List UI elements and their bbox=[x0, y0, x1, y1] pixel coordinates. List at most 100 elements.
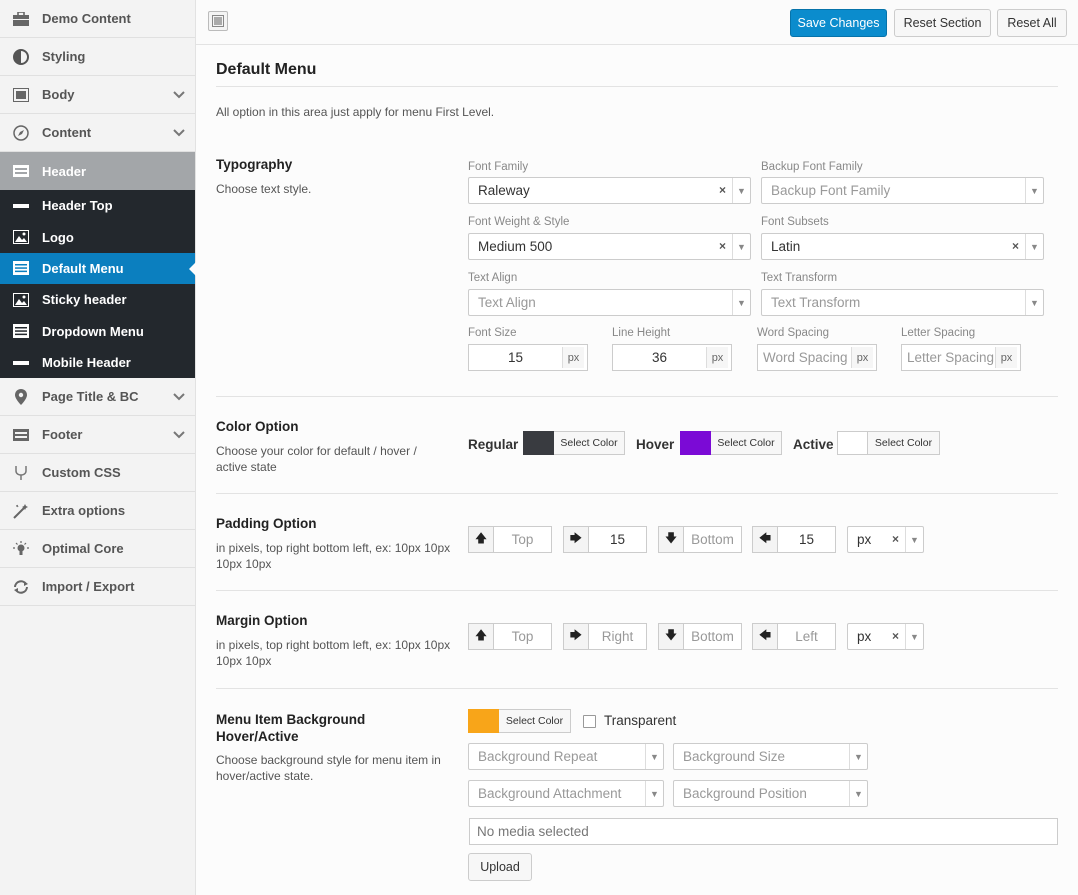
media-url-field[interactable]: No media selected bbox=[469, 818, 1058, 845]
text-align-select[interactable]: Text Align ▼ bbox=[468, 289, 751, 316]
text-transform-label: Text Transform bbox=[761, 272, 838, 284]
sidebar-item-demo-content[interactable]: Demo Content bbox=[0, 0, 195, 38]
clear-icon[interactable]: × bbox=[1011, 239, 1019, 253]
regular-color-swatch[interactable] bbox=[523, 431, 554, 455]
padding-unit-select[interactable]: px × ▼ bbox=[847, 526, 924, 553]
line-height-value: 36 bbox=[651, 350, 668, 365]
padding-left-input[interactable]: 🡄 15 bbox=[752, 526, 836, 553]
sidebar-subitem-header-top[interactable]: Header Top bbox=[0, 190, 195, 222]
padding-top-input[interactable]: 🡅 Top bbox=[468, 526, 552, 553]
dropdown-arrow-icon[interactable]: ▼ bbox=[1025, 234, 1043, 259]
clear-icon[interactable]: × bbox=[718, 239, 726, 253]
dropdown-arrow-icon[interactable]: ▼ bbox=[732, 290, 750, 315]
menu-bg-select-color-button[interactable]: Select Color bbox=[499, 709, 571, 733]
active-select-color-button[interactable]: Select Color bbox=[868, 431, 940, 455]
sidebar-item-optimal-core[interactable]: Optimal Core bbox=[0, 530, 195, 569]
background-size-placeholder: Background Size bbox=[683, 749, 786, 764]
backup-font-select[interactable]: Backup Font Family ▼ bbox=[761, 177, 1044, 204]
word-spacing-input[interactable]: Word Spacing px bbox=[757, 344, 877, 371]
unit-label: px bbox=[562, 347, 584, 368]
dropdown-arrow-icon[interactable]: ▼ bbox=[645, 744, 663, 769]
dropdown-arrow-icon[interactable]: ▼ bbox=[905, 624, 923, 649]
text-transform-select[interactable]: Text Transform ▼ bbox=[761, 289, 1044, 316]
sidebar-subitem-label: Logo bbox=[42, 229, 74, 245]
clear-icon[interactable]: × bbox=[718, 183, 726, 197]
sidebar-item-label: Extra options bbox=[42, 503, 126, 519]
dropdown-arrow-icon[interactable]: ▼ bbox=[1025, 178, 1043, 203]
chevron-down-icon[interactable] bbox=[173, 427, 185, 442]
dropdown-arrow-icon[interactable]: ▼ bbox=[732, 234, 750, 259]
chevron-down-icon[interactable] bbox=[173, 125, 185, 140]
sidebar-subitem-label: Mobile Header bbox=[42, 355, 131, 371]
dropdown-arrow-icon[interactable]: ▼ bbox=[905, 527, 923, 552]
upload-button[interactable]: Upload bbox=[468, 853, 532, 881]
margin-top-input[interactable]: 🡅 Top bbox=[468, 623, 552, 650]
chevron-down-icon[interactable] bbox=[173, 87, 185, 102]
font-subsets-value: Latin bbox=[771, 239, 801, 254]
line-height-input[interactable]: 36 px bbox=[612, 344, 732, 371]
sidebar-item-custom-css[interactable]: Custom CSS bbox=[0, 454, 195, 493]
sidebar-item-styling[interactable]: Styling bbox=[0, 38, 195, 76]
reset-all-button[interactable]: Reset All bbox=[997, 9, 1067, 37]
margin-bottom-input[interactable]: 🡇 Bottom bbox=[658, 623, 742, 650]
sidebar-item-page-title[interactable]: Page Title & BC bbox=[0, 378, 195, 417]
typography-desc: Choose text style. bbox=[216, 182, 312, 196]
font-family-select[interactable]: Raleway × ▼ bbox=[468, 177, 751, 204]
margin-left-input[interactable]: 🡄 Left bbox=[752, 623, 836, 650]
sidebar-item-label: Body bbox=[42, 87, 75, 102]
sidebar-subitem-mobile-header[interactable]: Mobile Header bbox=[0, 346, 195, 379]
sidebar-item-header[interactable]: Header bbox=[0, 152, 195, 190]
clear-icon[interactable]: × bbox=[891, 629, 899, 643]
padding-right-input[interactable]: 🡆 15 bbox=[563, 526, 647, 553]
sidebar-item-extra-options[interactable]: Extra options bbox=[0, 492, 195, 531]
background-repeat-select[interactable]: Background Repeat ▼ bbox=[468, 743, 664, 770]
sidebar-subitem-dropdown-menu[interactable]: Dropdown Menu bbox=[0, 315, 195, 347]
arrow-up-icon: 🡅 bbox=[469, 527, 494, 552]
sidebar-item-label: Import / Export bbox=[42, 579, 135, 595]
menu-bg-color-swatch[interactable] bbox=[468, 709, 499, 733]
divider bbox=[216, 396, 1058, 397]
sidebar-item-import-export[interactable]: Import / Export bbox=[0, 568, 195, 607]
sidebar-subitem-sticky-header[interactable]: Sticky header bbox=[0, 284, 195, 316]
hover-color-swatch[interactable] bbox=[680, 431, 711, 455]
font-subsets-select[interactable]: Latin × ▼ bbox=[761, 233, 1044, 260]
image-icon bbox=[12, 291, 30, 309]
dropdown-arrow-icon[interactable]: ▼ bbox=[1025, 290, 1043, 315]
dropdown-arrow-icon[interactable]: ▼ bbox=[849, 744, 867, 769]
dropdown-arrow-icon[interactable]: ▼ bbox=[732, 178, 750, 203]
sidebar-toggle-icon[interactable] bbox=[208, 11, 228, 31]
sidebar-subitem-logo[interactable]: Logo bbox=[0, 221, 195, 253]
padding-bottom-input[interactable]: 🡇 Bottom bbox=[658, 526, 742, 553]
font-weight-select[interactable]: Medium 500 × ▼ bbox=[468, 233, 751, 260]
font-size-input[interactable]: 15 px bbox=[468, 344, 588, 371]
save-button[interactable]: Save Changes bbox=[790, 9, 887, 37]
hover-select-color-button[interactable]: Select Color bbox=[711, 431, 782, 455]
compass-icon bbox=[12, 124, 30, 142]
text-align-label: Text Align bbox=[468, 272, 518, 284]
letter-spacing-input[interactable]: Letter Spacing px bbox=[901, 344, 1021, 371]
margin-right-input[interactable]: 🡆 Right bbox=[563, 623, 647, 650]
background-position-placeholder: Background Position bbox=[683, 786, 807, 801]
divider bbox=[216, 86, 1058, 87]
active-color-swatch[interactable] bbox=[837, 431, 868, 455]
chevron-down-icon[interactable] bbox=[173, 389, 185, 404]
margin-unit-select[interactable]: px × ▼ bbox=[847, 623, 924, 650]
padding-bottom-placeholder: Bottom bbox=[691, 532, 734, 547]
background-attachment-select[interactable]: Background Attachment ▼ bbox=[468, 780, 664, 807]
margin-option-desc: in pixels, top right bottom left, ex: 10… bbox=[216, 638, 451, 668]
background-size-select[interactable]: Background Size ▼ bbox=[673, 743, 868, 770]
divider bbox=[216, 688, 1058, 689]
clear-icon[interactable]: × bbox=[891, 532, 899, 546]
transparent-checkbox[interactable] bbox=[583, 715, 596, 728]
sidebar-item-footer[interactable]: Footer bbox=[0, 416, 195, 455]
sidebar-item-content[interactable]: Content bbox=[0, 114, 195, 152]
reset-section-button[interactable]: Reset Section bbox=[894, 9, 991, 37]
dropdown-arrow-icon[interactable]: ▼ bbox=[849, 781, 867, 806]
background-position-select[interactable]: Background Position ▼ bbox=[673, 780, 868, 807]
dropdown-arrow-icon[interactable]: ▼ bbox=[645, 781, 663, 806]
regular-select-color-button[interactable]: Select Color bbox=[554, 431, 625, 455]
active-color-label: Active bbox=[793, 437, 834, 452]
sidebar-item-label: Page Title & BC bbox=[42, 389, 139, 405]
sidebar-subitem-default-menu[interactable]: Default Menu bbox=[0, 252, 196, 285]
sidebar-item-body[interactable]: Body bbox=[0, 76, 195, 114]
